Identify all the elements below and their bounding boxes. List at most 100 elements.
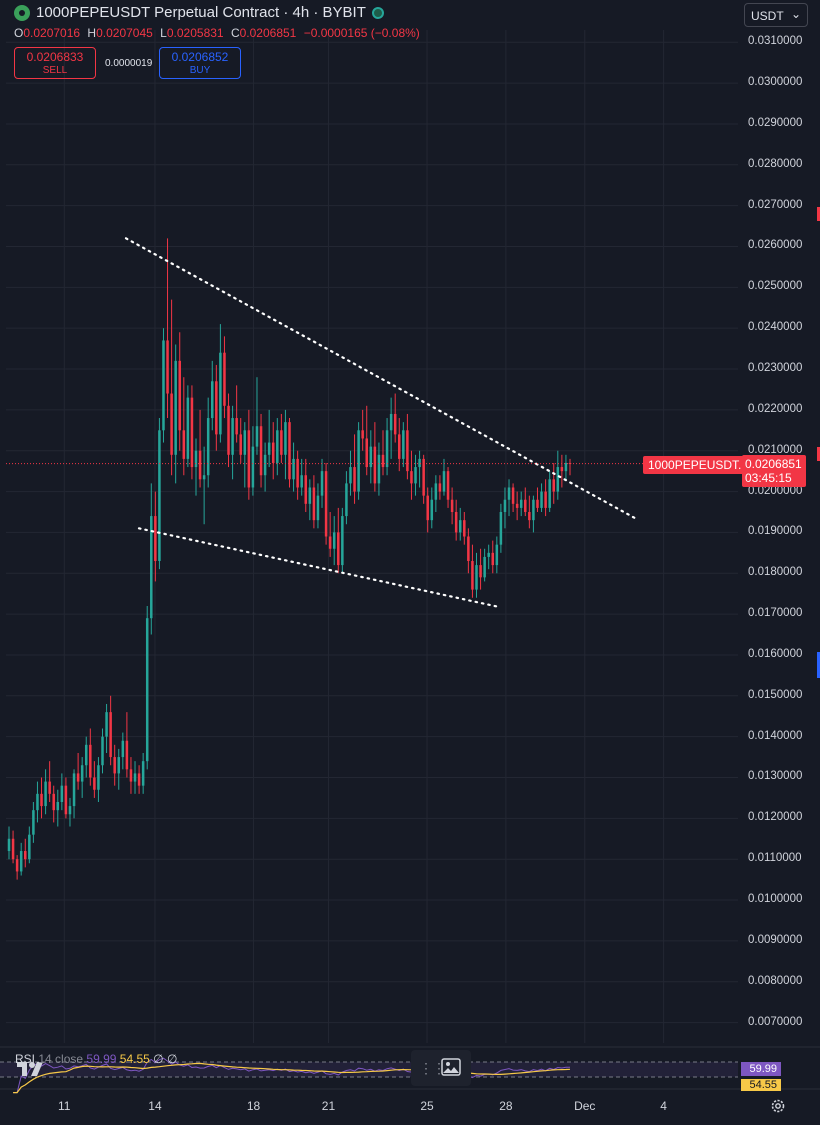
candle-up xyxy=(389,413,393,431)
price-axis-tick: 0.0080000 xyxy=(748,974,803,987)
snapshot-image-icon[interactable] xyxy=(441,1058,461,1076)
candle-down xyxy=(280,430,283,455)
candle-up xyxy=(60,785,64,803)
candle-down xyxy=(479,565,482,578)
candle-down xyxy=(365,438,368,468)
price-axis-tick: 0.0100000 xyxy=(748,893,803,906)
chart-header: 1000PEPEUSDT Perpetual Contract · 4h · B… xyxy=(14,4,384,21)
price-axis-tick: 0.0130000 xyxy=(748,770,803,783)
candle-down xyxy=(190,397,194,468)
candle-down xyxy=(328,536,332,549)
time-axis-tick: 28 xyxy=(499,1099,513,1113)
currency-value: USDT xyxy=(751,9,784,23)
candle-up xyxy=(162,340,165,431)
rsi-name[interactable]: RSI xyxy=(15,1052,36,1066)
candle-up xyxy=(519,499,523,508)
last-price-label: 0.0206851 03:45:15 xyxy=(742,455,806,487)
candle-down xyxy=(11,838,15,860)
price-axis-tick: 0.0170000 xyxy=(748,607,803,620)
candle-up xyxy=(44,781,47,807)
candle-up xyxy=(105,712,108,737)
candle-down xyxy=(223,352,226,406)
candle-up xyxy=(495,544,499,566)
sell-label: SELL xyxy=(42,65,68,76)
tradingview-logo-icon[interactable] xyxy=(15,1058,47,1080)
gear-icon[interactable] xyxy=(770,1098,786,1114)
buy-label: BUY xyxy=(189,65,211,76)
candle-down xyxy=(446,471,450,500)
candle-up xyxy=(418,458,421,468)
time-axis-tick: 25 xyxy=(420,1099,434,1113)
candle-up xyxy=(231,418,234,455)
candle-up xyxy=(532,499,535,521)
candle-down xyxy=(410,471,413,484)
candle-down xyxy=(406,430,409,472)
last-price-symbol-label: 1000PEPEUSDT.P xyxy=(643,456,755,474)
buy-button[interactable]: 0.0206852 BUY xyxy=(159,47,241,79)
rsi-line xyxy=(13,1057,570,1094)
candle-up xyxy=(158,430,161,562)
candle-up xyxy=(487,552,490,557)
candle-down xyxy=(353,467,356,492)
candle-down xyxy=(426,495,429,521)
candle-up xyxy=(540,491,543,508)
price-axis-tick: 0.0110000 xyxy=(748,852,802,865)
candle-up xyxy=(19,851,23,872)
candle-up xyxy=(145,618,149,762)
candle-up xyxy=(133,773,137,782)
rsi-ma-line xyxy=(13,1062,571,1094)
candle-up xyxy=(150,516,153,619)
alert-marker xyxy=(817,207,820,221)
currency-select[interactable]: USDT ⌄ xyxy=(744,3,808,27)
candle-up xyxy=(556,467,560,492)
candle-down xyxy=(170,393,173,455)
price-axis-tick: 0.0120000 xyxy=(748,811,803,824)
candle-down xyxy=(398,434,401,459)
trendline-lower xyxy=(137,527,502,609)
candle-up xyxy=(475,565,478,590)
candle-up xyxy=(255,426,259,447)
candle-down xyxy=(536,499,539,508)
candle-up xyxy=(316,495,320,521)
price-axis-tick: 0.0270000 xyxy=(748,198,803,211)
candle-up xyxy=(202,475,206,480)
sell-button[interactable]: 0.0206833 SELL xyxy=(14,47,96,79)
ohlc-legend: O0.0207016 H0.0207045 L0.0205831 C0.0206… xyxy=(14,26,424,40)
candle-down xyxy=(235,418,238,435)
rsi-ma-axis-label: 54.55 xyxy=(741,1079,781,1091)
position-marker xyxy=(817,652,820,678)
candle-down xyxy=(129,769,133,782)
candle-down xyxy=(52,793,55,811)
drag-handle-icon[interactable]: ⋮⋮ xyxy=(419,1060,446,1076)
ohlc-change-value: −0.0000165 (−0.08%) xyxy=(303,26,420,40)
candle-down xyxy=(511,487,515,504)
ohlc-high-key: H xyxy=(87,26,97,40)
candle-up xyxy=(442,471,446,492)
time-axis-tick: 4 xyxy=(660,1099,667,1113)
candle-down xyxy=(422,458,425,496)
candle-down xyxy=(247,430,251,488)
price-axis-tick: 0.0310000 xyxy=(748,35,803,48)
price-axis-tick: 0.0290000 xyxy=(748,116,803,129)
candle-up xyxy=(300,475,303,488)
candle-up xyxy=(263,454,267,476)
candle-up xyxy=(483,556,486,578)
price-axis-tick: 0.0220000 xyxy=(748,402,803,415)
market-open-icon xyxy=(371,6,384,19)
ohlc-low-key: L xyxy=(160,26,167,40)
candle-down xyxy=(15,859,19,872)
candle-up xyxy=(402,430,405,459)
candle-up xyxy=(385,430,389,468)
price-axis-tick: 0.0210000 xyxy=(748,443,803,456)
candle-up xyxy=(434,483,438,500)
candle-up xyxy=(349,467,352,484)
candle-up xyxy=(84,744,88,766)
symbol-logo-icon xyxy=(14,4,30,21)
candle-up xyxy=(377,454,381,484)
candle-down xyxy=(373,446,377,484)
time-axis-tick: 18 xyxy=(246,1099,261,1113)
candle-up xyxy=(68,806,72,815)
rsi-ma-value: 54.55 xyxy=(119,1052,150,1066)
chart-title[interactable]: 1000PEPEUSDT Perpetual Contract · 4h · B… xyxy=(36,4,366,21)
